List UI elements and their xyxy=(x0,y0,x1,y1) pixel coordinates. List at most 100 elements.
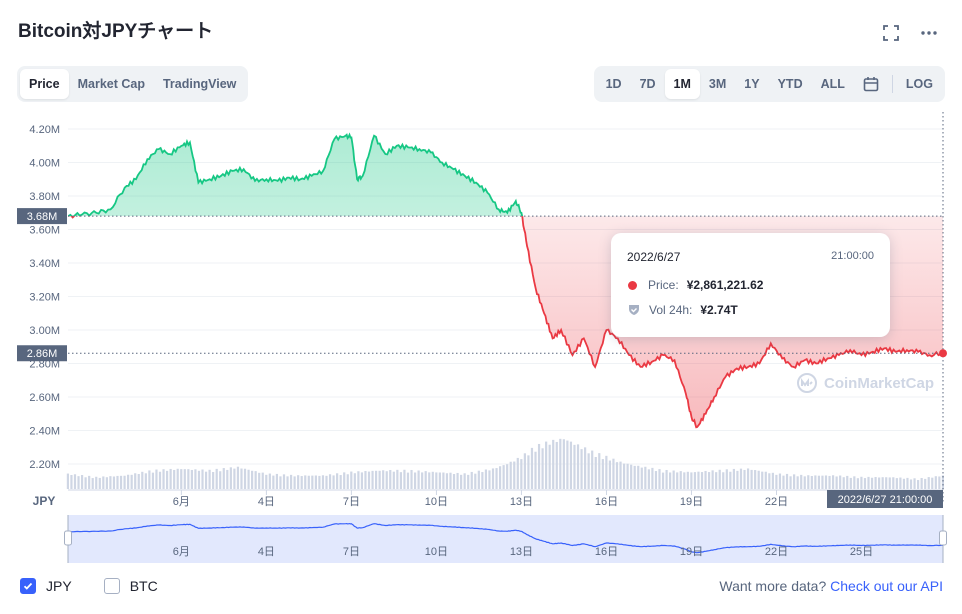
volume-bar xyxy=(417,470,420,489)
y-tick-label: 4.00M xyxy=(29,158,60,170)
range-3m[interactable]: 3M xyxy=(708,77,727,91)
legend-btc[interactable]: BTC xyxy=(103,578,158,594)
volume-bar xyxy=(931,477,934,489)
navigator-right-handle[interactable] xyxy=(939,530,947,546)
volume-bar xyxy=(750,469,753,489)
range-1m[interactable]: 1M xyxy=(664,69,700,99)
volume-bar xyxy=(328,474,332,489)
volume-bar xyxy=(88,475,91,489)
volume-bar xyxy=(853,476,856,489)
watermark-text: CoinMarketCap xyxy=(824,374,935,392)
volume-bar xyxy=(321,475,325,489)
volume-bar xyxy=(594,456,597,489)
volume-bar xyxy=(343,472,346,489)
currency-axis-label: JPY xyxy=(33,494,56,508)
volume-shield-icon xyxy=(629,305,639,315)
volume-bar xyxy=(431,471,434,489)
fullscreen-icon[interactable] xyxy=(880,22,902,44)
volume-bar xyxy=(775,474,778,489)
api-link[interactable]: Check out our API xyxy=(830,578,943,594)
volume-bar xyxy=(661,472,665,489)
volume-bar xyxy=(452,474,456,489)
navigator-window[interactable] xyxy=(68,515,943,563)
range-1y[interactable]: 1Y xyxy=(744,77,760,91)
volume-bar xyxy=(789,476,792,489)
volume-bar xyxy=(870,477,874,489)
volume-bar xyxy=(332,475,335,489)
more-icon[interactable] xyxy=(918,22,940,44)
tab-tradingview[interactable]: TradingView xyxy=(162,77,237,91)
volume-bar xyxy=(66,473,69,489)
volume-bar xyxy=(91,478,94,489)
range-1d[interactable]: 1D xyxy=(605,77,622,91)
volume-bar xyxy=(385,471,388,489)
volume-bar xyxy=(920,478,923,489)
volume-bar xyxy=(141,471,144,489)
legend-jpy[interactable]: JPY xyxy=(20,578,72,594)
volume-bar xyxy=(378,470,381,489)
x-tick-label: 7日 xyxy=(343,496,360,508)
volume-bar xyxy=(116,475,119,489)
volume-bar xyxy=(899,477,902,489)
volume-bar xyxy=(495,468,498,489)
volume-bar xyxy=(651,467,654,489)
volume-bar xyxy=(768,473,771,489)
volume-bar xyxy=(803,476,806,489)
calendar-icon[interactable] xyxy=(854,69,888,99)
volume-bar xyxy=(208,469,211,489)
volume-bar xyxy=(669,472,672,489)
volume-bar xyxy=(357,471,360,489)
volume-bar xyxy=(233,468,236,489)
volume-bar xyxy=(690,472,693,489)
volume-bar xyxy=(924,478,927,489)
volume-bar xyxy=(633,465,636,489)
volume-bar xyxy=(353,473,356,489)
price-area-up xyxy=(68,134,943,217)
volume-bar xyxy=(785,473,789,489)
volume-bar xyxy=(307,475,310,489)
volume-bar xyxy=(601,459,604,489)
footer-text: Want more data? xyxy=(719,578,827,594)
volume-bar xyxy=(647,469,650,489)
volume-bar xyxy=(243,468,247,489)
volume-bar xyxy=(598,453,601,489)
range-7d[interactable]: 7D xyxy=(639,77,656,91)
volume-bar xyxy=(626,463,629,489)
navigator-left-handle[interactable] xyxy=(64,530,72,546)
volume-bar xyxy=(867,476,870,489)
volume-bar xyxy=(516,457,519,489)
reference-label: 3.68M xyxy=(27,211,58,223)
volume-bar xyxy=(824,475,828,489)
volume-bar xyxy=(222,468,225,489)
y-tick-label: 2.40M xyxy=(29,426,60,438)
volume-bar xyxy=(424,471,427,489)
volume-bar xyxy=(488,470,491,489)
volume-bar xyxy=(421,472,424,489)
volume-bar xyxy=(456,472,459,489)
volume-bar xyxy=(725,469,728,489)
volume-bar xyxy=(630,464,633,489)
y-tick-label: 3.40M xyxy=(29,258,60,270)
volume-bar xyxy=(527,455,530,489)
log-scale-toggle[interactable]: LOG xyxy=(905,77,933,91)
tab-market-cap[interactable]: Market Cap xyxy=(77,77,145,91)
legend-btc-label: BTC xyxy=(129,578,158,594)
tab-divider xyxy=(891,75,893,93)
range-all[interactable]: ALL xyxy=(820,77,845,91)
volume-bar xyxy=(123,475,126,489)
volume-bar xyxy=(467,474,470,489)
tab-price[interactable]: Price xyxy=(20,69,69,99)
volume-bar xyxy=(406,472,410,489)
volume-bar xyxy=(622,463,626,489)
volume-bar xyxy=(155,469,158,489)
volume-bar xyxy=(782,475,785,489)
volume-bar xyxy=(810,476,813,489)
range-ytd[interactable]: YTD xyxy=(777,77,803,91)
volume-bar xyxy=(389,470,392,489)
btc-checkbox[interactable] xyxy=(103,578,120,594)
volume-bar xyxy=(339,475,342,489)
jpy-checkbox[interactable] xyxy=(20,578,36,594)
volume-bar xyxy=(219,471,222,489)
navigator-tick-label: 6月 xyxy=(173,546,190,558)
